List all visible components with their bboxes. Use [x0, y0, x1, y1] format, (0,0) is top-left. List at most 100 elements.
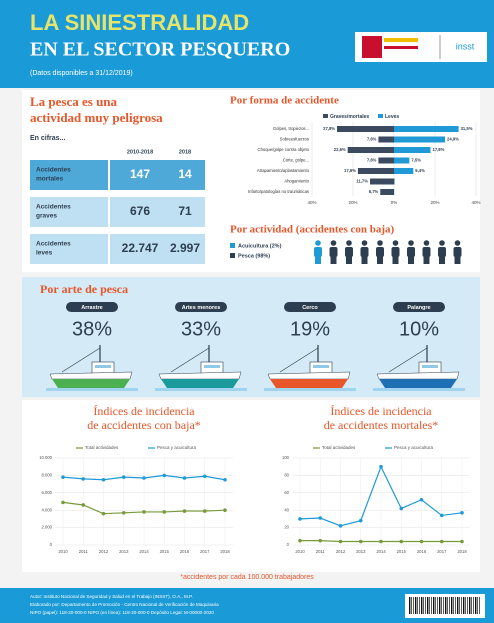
barcode-bar	[413, 597, 414, 614]
barcode-bar	[421, 597, 422, 614]
series-point	[460, 540, 464, 544]
series-point	[379, 465, 383, 469]
x-tick-label: 2010	[58, 549, 68, 554]
barcode-bar	[433, 597, 434, 614]
bar	[394, 179, 395, 185]
person-icon-head	[315, 240, 321, 246]
boat-window	[95, 365, 111, 368]
row-label: mortales	[36, 176, 63, 183]
y-tick-label: 8.000	[42, 473, 53, 478]
legend-swatch	[323, 114, 328, 118]
page: insst LA SINIESTRALIDAD EN EL SECTOR PES…	[0, 0, 494, 623]
x-tick-label: 2011	[79, 549, 89, 554]
series-point	[298, 539, 302, 543]
series-point	[122, 511, 126, 515]
legend-label: Acuicultura (2%)	[238, 243, 282, 249]
person-icon-legs	[408, 256, 414, 264]
x-tick-label: 2012	[336, 549, 346, 554]
person-icon-legs	[362, 256, 368, 264]
row-label: Accidentes	[36, 204, 71, 211]
barcode-bar	[475, 597, 476, 614]
title: LA SINIESTRALIDAD	[30, 10, 249, 35]
barcode-bar	[459, 597, 460, 614]
series-point	[102, 478, 106, 482]
series-point	[183, 509, 187, 513]
x-tick-label: 2018	[457, 549, 467, 554]
footnote: *accidentes por cada 100.000 trabajadore…	[180, 574, 314, 581]
boat-hull	[52, 379, 130, 388]
x-tick-label: 2013	[356, 549, 366, 554]
row-label: Accidentes	[36, 241, 71, 248]
series-point	[61, 501, 65, 505]
barcode-bar	[455, 597, 456, 614]
chart-title: de accidentes mortales*	[324, 418, 439, 432]
chart-title: Índices de incidencia	[330, 404, 432, 418]
barcode-bar	[467, 597, 468, 614]
footer-text: NIPO (papel): 118-20-000-0 NIPO (en líne…	[30, 610, 214, 615]
column-header: 2018	[179, 149, 191, 155]
legend-label: Pesca y acuicultura	[157, 445, 197, 450]
series-point	[81, 477, 85, 481]
section-title: Por actividad (accidentes con baja)	[230, 224, 395, 236]
bar	[358, 168, 394, 174]
x-tick-label: 2017	[200, 549, 210, 554]
title: EN EL SECTOR PESQUERO	[30, 39, 290, 61]
logo-text: insst	[456, 41, 475, 51]
person-icon-body	[438, 247, 446, 257]
category-label: Sobreesfuerzos	[280, 137, 309, 142]
row-value: 22.747	[122, 241, 159, 255]
series-point	[318, 539, 322, 543]
person-icon-body	[392, 247, 400, 257]
y-tick-label: 100	[282, 455, 290, 460]
row-value: 147	[130, 167, 150, 181]
legend-swatch	[378, 114, 383, 118]
person-icon-head	[439, 240, 445, 246]
barcode-bar	[443, 597, 444, 614]
gear-name: Artes menores	[182, 305, 221, 311]
person-icon-body	[376, 247, 384, 257]
series-point	[102, 512, 106, 516]
series-point	[359, 519, 363, 523]
bar	[394, 158, 409, 164]
person-icon-body	[314, 247, 322, 257]
value-label: 11,7%	[356, 179, 368, 184]
x-tick-label: 2014	[139, 549, 149, 554]
series-point	[399, 540, 403, 544]
person-icon-legs	[377, 256, 383, 264]
water	[264, 388, 356, 391]
value-label: 7,6%	[367, 158, 377, 163]
legend-swatch	[230, 253, 235, 258]
barcode-bar	[461, 597, 462, 614]
table-subtitle: En cifras...	[30, 135, 65, 142]
person-icon-head	[393, 240, 399, 246]
legend-label: Pesca (98%)	[238, 253, 270, 259]
x-tick-label: 2011	[316, 549, 326, 554]
series-point	[460, 511, 464, 515]
category-label: Golpes, tropiezos...	[273, 126, 309, 131]
y-tick-label: 80	[284, 473, 289, 478]
person-icon-legs	[331, 256, 337, 264]
barcode-bar	[429, 597, 430, 614]
barcode-bar	[471, 597, 472, 614]
y-tick-label: 40	[284, 507, 289, 512]
person-icon-legs	[455, 256, 461, 264]
x-tick-label: 2015	[160, 549, 170, 554]
y-tick-label: 4.000	[42, 507, 53, 512]
bar	[394, 147, 430, 153]
barcode-bar	[423, 597, 424, 614]
series-point	[440, 540, 444, 544]
section-title: Por arte de pesca	[40, 282, 128, 296]
boat-hull	[161, 379, 239, 388]
row-value: 676	[130, 204, 150, 218]
barcode-bar	[437, 597, 438, 614]
barcode-bar	[457, 597, 458, 614]
y-tick-label: 60	[284, 490, 289, 495]
water	[46, 388, 138, 391]
x-tick-label: 2016	[417, 549, 427, 554]
barcode-bar	[465, 597, 466, 614]
series-point	[142, 510, 146, 514]
series-point	[142, 476, 146, 480]
value-label: 9,4%	[415, 168, 425, 173]
gear-value: 38%	[72, 318, 112, 340]
value-label: 22,6%	[334, 147, 346, 152]
